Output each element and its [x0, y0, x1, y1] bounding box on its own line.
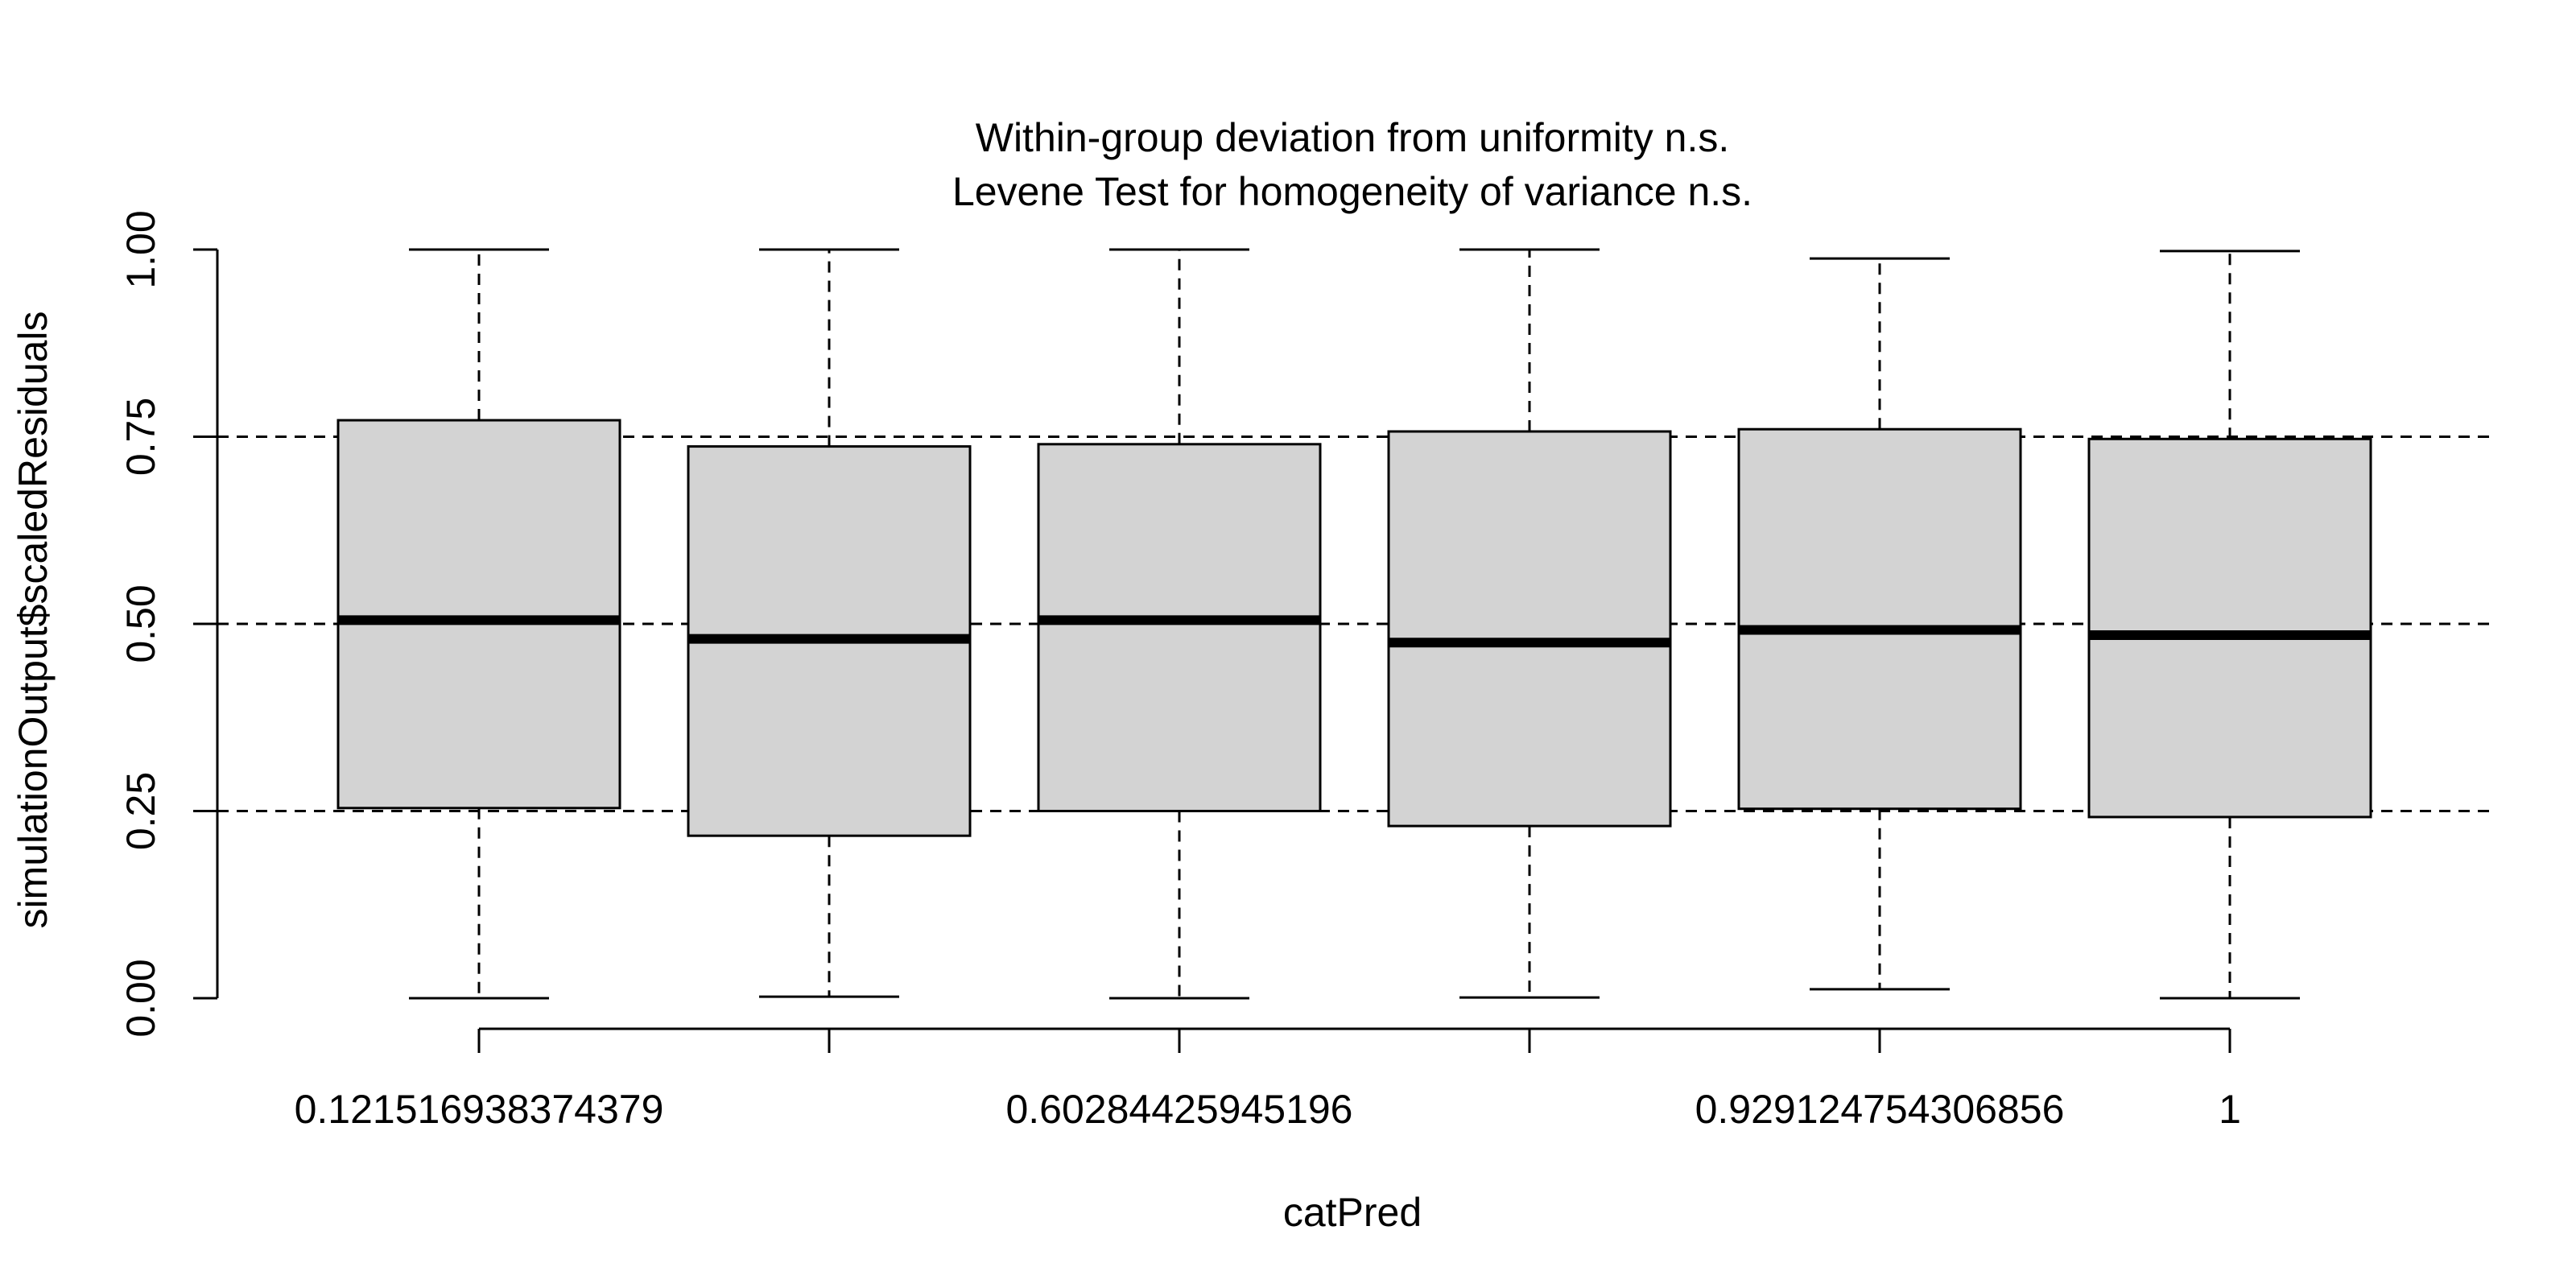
x-tick-label: 0.929124754306856 — [1695, 1087, 2065, 1132]
chart-title: Within-group deviation from uniformity n… — [976, 115, 1729, 160]
x-tick-label: 0.121516938374379 — [295, 1087, 664, 1132]
x-axis-label: catPred — [1283, 1190, 1422, 1235]
box — [1737, 427, 2022, 811]
y-axis-label: simulationOutput$scaledResiduals — [10, 311, 56, 928]
y-tick-label: 1.00 — [118, 210, 163, 288]
box — [1387, 430, 1672, 828]
x-tick-label: 0.60284425945196 — [1005, 1087, 1352, 1132]
box — [1037, 443, 1322, 812]
y-tick-label: 0.75 — [118, 398, 163, 476]
y-tick-label: 0.50 — [118, 584, 163, 663]
box — [336, 419, 621, 810]
y-tick-label: 0.25 — [118, 772, 163, 850]
box-group — [1737, 257, 2022, 991]
box-group — [687, 248, 972, 998]
y-tick-label: 0.00 — [118, 959, 163, 1037]
boxes — [336, 248, 2372, 1000]
box-group — [1387, 248, 1672, 999]
box — [2087, 437, 2372, 819]
y-axis: 0.00 0.25 0.50 0.75 1.00 — [118, 210, 219, 1038]
x-tick-label: 1 — [2219, 1087, 2241, 1132]
box-group — [2087, 250, 2372, 1000]
box-group — [1037, 248, 1322, 1000]
box-group — [336, 248, 621, 1000]
x-axis: 0.121516938374379 0.60284425945196 0.92912… — [295, 1027, 2241, 1132]
chart-subtitle: Levene Test for homogeneity of variance … — [952, 169, 1752, 214]
